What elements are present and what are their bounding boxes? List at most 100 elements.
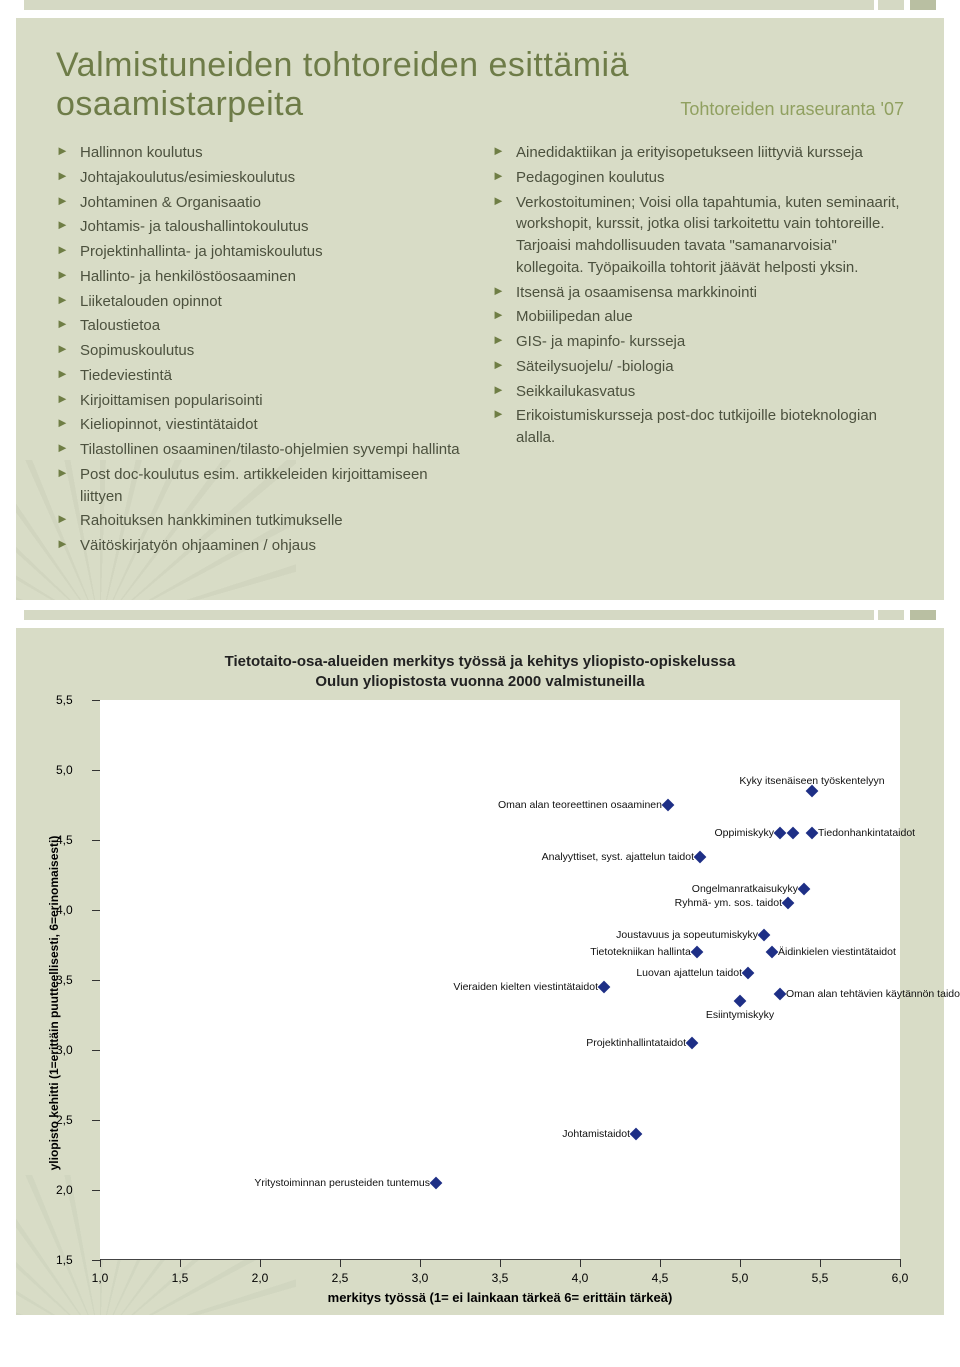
y-tick <box>92 1120 100 1121</box>
y-tick-label: 1,5 <box>56 1253 73 1267</box>
scatter-point-label: Oman alan tehtävien käytännön taidot <box>780 988 960 1000</box>
left-column: Hallinnon koulutus Johtajakoulutus/esimie… <box>56 142 468 560</box>
list-item: Post doc-koulutus esim. artikkeleiden ki… <box>56 464 468 508</box>
chart-wrapper: yliopisto kehitti (1=erittäin puutteelli… <box>60 700 900 1305</box>
bullet-columns: Hallinnon koulutus Johtajakoulutus/esimie… <box>56 142 904 560</box>
ornament-block <box>910 610 936 620</box>
y-tick <box>92 700 100 701</box>
scatter-point-label: Yritystoiminnan perusteiden tuntemus <box>254 1177 436 1189</box>
ornament-block <box>24 0 874 10</box>
y-tick <box>92 770 100 771</box>
x-tick <box>340 1259 341 1267</box>
x-tick <box>260 1259 261 1267</box>
list-item: Sopimuskoulutus <box>56 340 468 362</box>
list-item: Hallinto- ja henkilöstöosaaminen <box>56 266 468 288</box>
top-ornament-bar <box>0 0 960 18</box>
chart-plot-area: 1,52,02,53,03,54,04,55,05,51,01,52,02,53… <box>100 700 900 1260</box>
y-tick <box>92 980 100 981</box>
chart-title-line1: Tietotaito-osa-alueiden merkitys työssä … <box>225 653 736 670</box>
list-item: Pedagoginen koulutus <box>492 167 904 189</box>
x-tick <box>660 1259 661 1267</box>
scatter-point-label: Analyyttiset, syst. ajattelun taidot <box>542 851 700 863</box>
x-tick-label: 3,0 <box>412 1271 429 1285</box>
ornament-block <box>24 610 874 620</box>
list-item: Väitöskirjatyön ohjaaminen / ohjaus <box>56 535 468 557</box>
scatter-point <box>786 827 799 840</box>
list-item: Johtajakoulutus/esimieskoulutus <box>56 167 468 189</box>
right-column: Ainedidaktiikan ja erityisopetukseen lii… <box>492 142 904 560</box>
y-tick <box>92 1190 100 1191</box>
scatter-point-label: Johtamistaidot <box>562 1128 636 1140</box>
x-tick <box>420 1259 421 1267</box>
y-tick-label: 5,0 <box>56 763 73 777</box>
x-tick <box>580 1259 581 1267</box>
list-item: Seikkailukasvatus <box>492 381 904 403</box>
ornament-block <box>878 610 904 620</box>
list-item: Kieliopinnot, viestintätaidot <box>56 414 468 436</box>
scatter-point-label: Ryhmä- ym. sos. taidot <box>675 897 788 909</box>
slide-title-line2: osaamistarpeita <box>56 85 304 124</box>
y-tick-label: 2,0 <box>56 1183 73 1197</box>
x-tick <box>180 1259 181 1267</box>
right-bullet-list: Ainedidaktiikan ja erityisopetukseen lii… <box>492 142 904 449</box>
list-item: Mobiilipedan alue <box>492 306 904 328</box>
x-tick-label: 2,0 <box>252 1271 269 1285</box>
x-tick-label: 5,0 <box>732 1271 749 1285</box>
y-tick-label: 3,5 <box>56 973 73 987</box>
x-tick-label: 1,5 <box>172 1271 189 1285</box>
y-tick <box>92 1050 100 1051</box>
slide-scatter-chart: Tietotaito-osa-alueiden merkitys työssä … <box>16 628 944 1316</box>
scatter-point-label: Oppimiskyky <box>714 827 780 839</box>
scatter-point <box>734 995 747 1008</box>
y-tick <box>92 840 100 841</box>
y-tick-label: 4,5 <box>56 833 73 847</box>
scatter-point-label: Luovan ajattelun taidot <box>636 967 748 979</box>
left-bullet-list: Hallinnon koulutus Johtajakoulutus/esimie… <box>56 142 468 557</box>
x-tick-label: 1,0 <box>92 1271 109 1285</box>
ornament-block <box>878 0 904 10</box>
scatter-point-label: Vieraiden kielten viestintätaidot <box>453 981 604 993</box>
list-item: Tiedeviestintä <box>56 365 468 387</box>
x-tick-label: 4,0 <box>572 1271 589 1285</box>
x-tick-label: 4,5 <box>652 1271 669 1285</box>
list-item: Taloustietoa <box>56 315 468 337</box>
y-tick-label: 2,5 <box>56 1113 73 1127</box>
slide-skill-needs: Valmistuneiden tohtoreiden esittämiä osa… <box>16 18 944 600</box>
slide-title-line1: Valmistuneiden tohtoreiden esittämiä <box>56 46 904 85</box>
x-tick-label: 5,5 <box>812 1271 829 1285</box>
scatter-point-label: Esiintymiskyky <box>665 1009 815 1021</box>
x-tick <box>500 1259 501 1267</box>
list-item: Rahoituksen hankkiminen tutkimukselle <box>56 510 468 532</box>
list-item: Erikoistumiskursseja post-doc tutkijoill… <box>492 405 904 449</box>
list-item: Säteilysuojelu/ -biologia <box>492 356 904 378</box>
x-tick-label: 6,0 <box>892 1271 909 1285</box>
list-item: Liiketalouden opinnot <box>56 291 468 313</box>
y-tick-label: 4,0 <box>56 903 73 917</box>
scatter-point-label: Projektinhallintataidot <box>586 1037 692 1049</box>
scatter-point-label: Tietotekniikan hallinta <box>590 946 697 958</box>
scatter-point-label: Kyky itsenäiseen työskentelyyn <box>737 775 887 791</box>
y-tick-label: 5,5 <box>56 693 73 707</box>
scatter-point-label: Ongelmanratkaisukyky <box>692 883 804 895</box>
y-tick-label: 3,0 <box>56 1043 73 1057</box>
list-item: Ainedidaktiikan ja erityisopetukseen lii… <box>492 142 904 164</box>
y-tick <box>92 1260 100 1261</box>
scatter-point-label: Tiedonhankintataidot <box>812 827 915 839</box>
list-item: Hallinnon koulutus <box>56 142 468 164</box>
scatter-point-label: Oman alan teoreettinen osaaminen <box>498 799 668 811</box>
list-item: Kirjoittamisen popularisointi <box>56 390 468 412</box>
scatter-point-label: Joustavuus ja sopeutumiskyky <box>616 929 764 941</box>
x-tick-label: 2,5 <box>332 1271 349 1285</box>
list-item: GIS- ja mapinfo- kursseja <box>492 331 904 353</box>
chart-title-line2: Oulun yliopistosta vuonna 2000 valmistun… <box>315 673 644 690</box>
slide-subtitle-right: Tohtoreiden uraseuranta '07 <box>680 99 904 120</box>
x-axis-label: merkitys työssä (1= ei lainkaan tärkeä 6… <box>60 1290 900 1305</box>
list-item: Tilastollinen osaaminen/tilasto-ohjelmie… <box>56 439 468 461</box>
y-tick <box>92 910 100 911</box>
list-item: Projektinhallinta- ja johtamiskoulutus <box>56 241 468 263</box>
slide-title-row2: osaamistarpeita Tohtoreiden uraseuranta … <box>56 85 904 124</box>
x-tick <box>740 1259 741 1267</box>
chart-title: Tietotaito-osa-alueiden merkitys työssä … <box>40 652 920 693</box>
list-item: Johtaminen & Organisaatio <box>56 192 468 214</box>
x-tick-label: 3,5 <box>492 1271 509 1285</box>
